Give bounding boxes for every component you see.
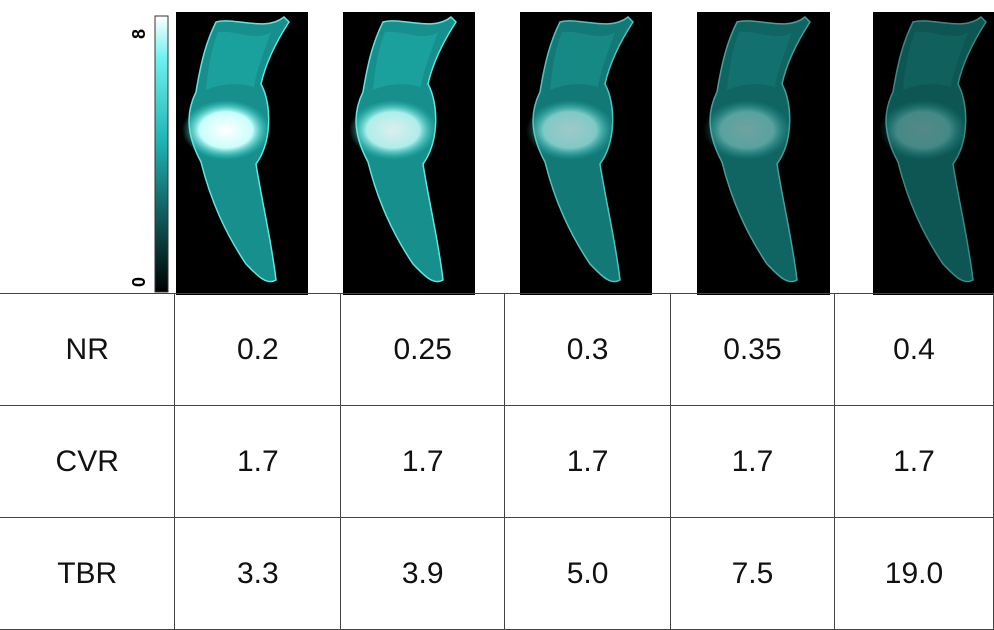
row-header: CVR [0,406,175,518]
colorbar-max-label: 8 [129,29,149,39]
table-cell: 0.3 [505,294,671,406]
colorbar-min-label: 0 [129,277,149,287]
figure: 8 0 [0,0,994,296]
table-cell: 19.0 [834,518,993,630]
row-header: NR [0,294,175,406]
table-cell: 1.7 [834,406,993,518]
image-panel [697,12,830,295]
page: 8 0 NR0.20.250.30.350.4CVR1.71.71.71.71.… [0,0,994,624]
table-cell: 1.7 [670,406,834,518]
table-cell: 0.25 [341,294,505,406]
table-cell: 5.0 [505,518,671,630]
table-cell: 1.7 [175,406,341,518]
row-header: TBR [0,518,175,630]
table-cell: 0.4 [834,294,993,406]
table-cell: 7.5 [670,518,834,630]
table-cell: 3.9 [341,518,505,630]
image-panel [176,12,308,295]
image-panel [520,12,652,295]
image-panel [343,12,475,295]
table-cell: 1.7 [505,406,671,518]
table-cell: 0.2 [175,294,341,406]
table-cell: 0.35 [670,294,834,406]
image-panel [873,12,994,295]
colorbar [155,16,168,292]
table-cell: 3.3 [175,518,341,630]
table-cell: 1.7 [341,406,505,518]
